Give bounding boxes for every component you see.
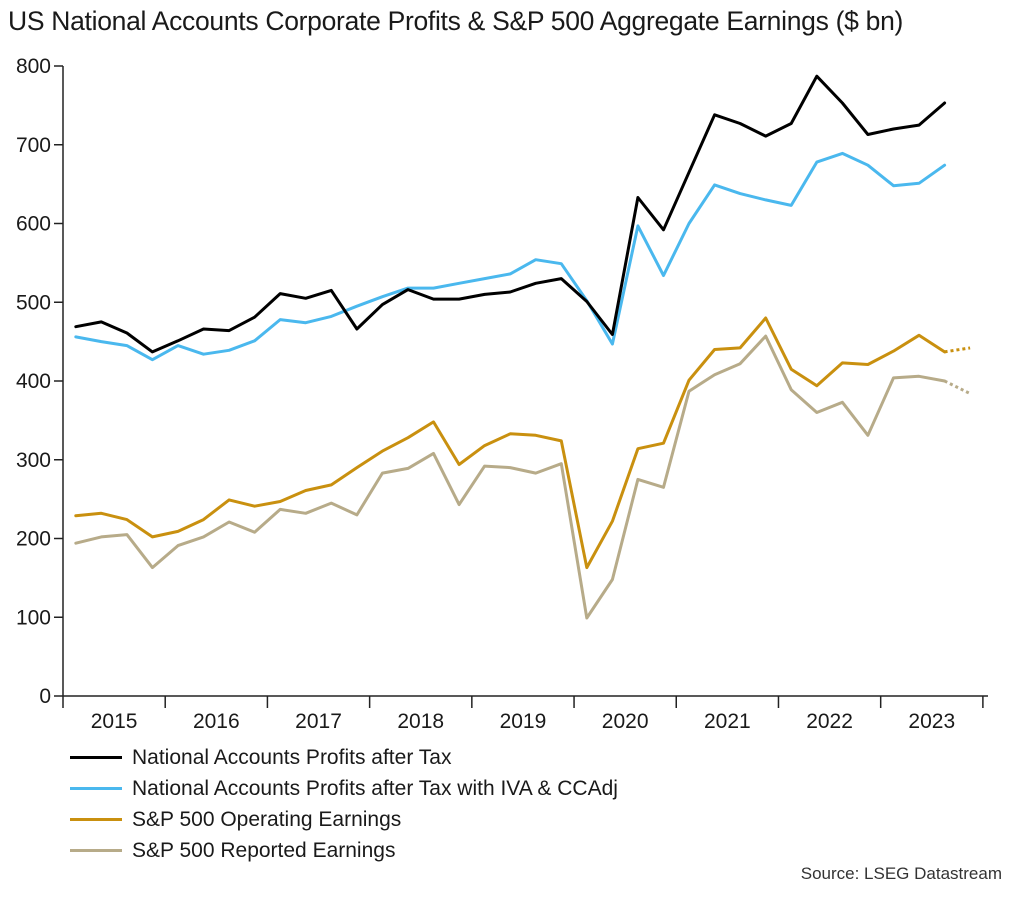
x-tick-label: 2022 [806, 710, 853, 733]
x-tick-label: 2023 [908, 710, 955, 733]
x-tick-label: 2017 [295, 710, 342, 733]
y-tick-label: 300 [16, 449, 51, 472]
series-line [74, 334, 947, 620]
series-3 [74, 334, 971, 620]
y-axis: 0 100 200 300 400 500 600 700 800 [16, 55, 64, 708]
y-tick-label: 200 [16, 528, 51, 551]
chart-title: US National Accounts Corporate Profits &… [8, 6, 904, 36]
series-projection [943, 379, 971, 395]
legend-item-profits-iva-ccadj: National Accounts Profits after Tax with… [70, 773, 618, 804]
legend-item-reported-earnings: S&P 500 Reported Earnings [70, 835, 618, 866]
legend-swatch [70, 787, 122, 790]
source-note: Source: LSEG Datastream [800, 864, 1002, 883]
legend-swatch [70, 756, 122, 759]
legend-label: S&P 500 Operating Earnings [132, 807, 402, 831]
y-tick-label: 100 [16, 606, 51, 629]
legend-label: National Accounts Profits after Tax [132, 745, 452, 769]
y-tick-label: 600 [16, 213, 51, 236]
x-tick-label: 2015 [91, 710, 138, 733]
series-line [74, 74, 947, 354]
x-tick-label: 2020 [602, 710, 649, 733]
y-tick-label: 0 [39, 685, 51, 708]
x-tick-label: 2018 [397, 710, 444, 733]
series-2 [74, 316, 971, 570]
legend-swatch [70, 818, 122, 821]
legend: National Accounts Profits after Tax Nati… [70, 742, 618, 866]
series-0 [74, 74, 947, 354]
series-1 [74, 151, 947, 362]
x-axis: 2015 2016 2017 2018 2019 2020 2021 2022 2023 [62, 695, 988, 733]
legend-item-operating-earnings: S&P 500 Operating Earnings [70, 804, 618, 835]
series-line [74, 316, 947, 570]
x-tick-label: 2016 [193, 710, 240, 733]
legend-swatch [70, 849, 122, 852]
series-line [74, 151, 947, 362]
x-tick-label: 2021 [704, 710, 751, 733]
x-tick-label: 2019 [500, 710, 547, 733]
legend-label: National Accounts Profits after Tax with… [132, 776, 618, 800]
legend-item-profits-after-tax: National Accounts Profits after Tax [70, 742, 618, 773]
legend-label: S&P 500 Reported Earnings [132, 838, 396, 862]
y-tick-label: 500 [16, 291, 51, 314]
series-projection [944, 346, 971, 354]
series-layer [74, 74, 971, 620]
y-tick-label: 700 [16, 134, 51, 157]
y-tick-label: 400 [16, 370, 51, 393]
y-tick-label: 800 [16, 55, 51, 78]
